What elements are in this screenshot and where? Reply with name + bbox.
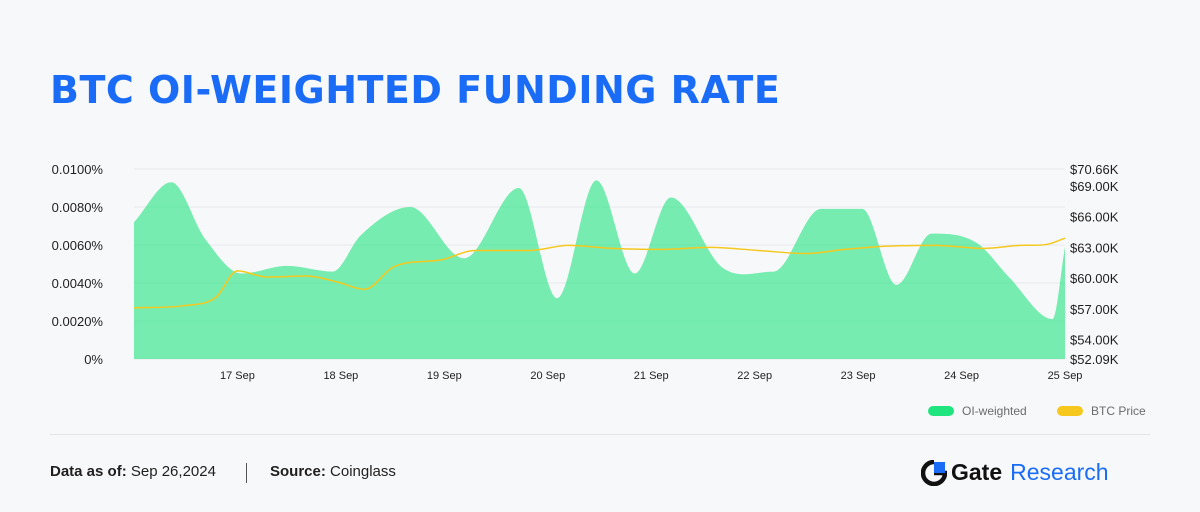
- y-tick-left: 0.0060%: [52, 238, 104, 253]
- x-tick: 20 Sep: [530, 370, 565, 382]
- btc-price-line: [133, 237, 1066, 309]
- y-tick-right: $57.00K: [1070, 302, 1119, 317]
- legend-btc: BTC Price: [1057, 404, 1146, 418]
- legend-swatch-btc: [1057, 406, 1083, 416]
- y-tick-left: 0%: [84, 352, 103, 367]
- source-value: Coinglass: [330, 463, 396, 480]
- data-date: Data as of: Sep 26,2024: [50, 463, 216, 480]
- y-tick-right: $52.09K: [1070, 352, 1119, 367]
- legend-label-btc: BTC Price: [1091, 404, 1146, 418]
- x-tick: 25 Sep: [1048, 370, 1083, 382]
- y-tick-right: $63.00K: [1070, 240, 1119, 255]
- legend-oi: OI-weighted: [928, 404, 1027, 418]
- date-label: Data as of:: [50, 463, 127, 480]
- x-tick: 24 Sep: [944, 370, 979, 382]
- y-tick-right: $54.00K: [1070, 332, 1119, 347]
- x-tick: 17 Sep: [220, 370, 255, 382]
- source-label: Source:: [270, 463, 326, 480]
- y-tick-right: $69.00K: [1070, 179, 1119, 194]
- y-tick-left: 0.0080%: [52, 200, 104, 215]
- y-tick-right: $60.00K: [1070, 271, 1119, 286]
- brand-research: Research: [1010, 459, 1109, 485]
- date-value: Sep 26,2024: [130, 463, 216, 480]
- y-tick-right: $66.00K: [1070, 210, 1119, 225]
- y-tick-right: $70.66K: [1070, 162, 1119, 177]
- x-tick: 18 Sep: [323, 370, 358, 382]
- x-tick: 22 Sep: [737, 370, 772, 382]
- y-tick-left: 0.0020%: [52, 314, 104, 329]
- gate-logo-icon: [921, 459, 947, 486]
- chart-title: BTC OI-WEIGHTED FUNDING RATE: [50, 68, 781, 112]
- data-source: Source: Coinglass: [270, 463, 396, 480]
- footer-separator: [246, 463, 247, 483]
- x-tick: 23 Sep: [841, 370, 876, 382]
- y-tick-left: 0.0040%: [52, 276, 104, 291]
- x-tick: 21 Sep: [634, 370, 669, 382]
- oi-weighted-area: [134, 180, 1065, 359]
- brand-gate: Gate: [951, 459, 1003, 485]
- y-tick-left: 0.0100%: [52, 162, 104, 177]
- legend-label-oi: OI-weighted: [962, 404, 1027, 418]
- gate-research-logo: Gate Research: [921, 459, 1109, 486]
- x-tick: 19 Sep: [427, 370, 462, 382]
- legend-swatch-oi: [928, 406, 954, 416]
- footer-divider: [50, 434, 1150, 435]
